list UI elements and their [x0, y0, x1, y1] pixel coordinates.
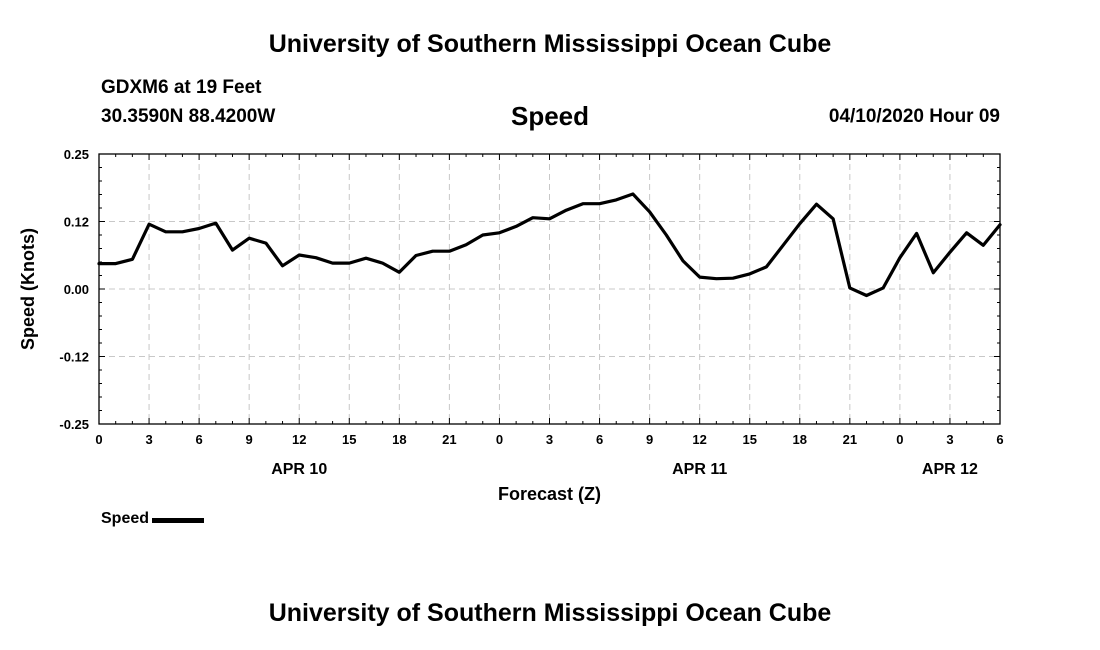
data-point — [865, 294, 868, 297]
data-point — [648, 210, 651, 213]
x-tick-label: 9 — [646, 432, 653, 447]
x-tick-label: 6 — [596, 432, 603, 447]
data-point — [982, 244, 985, 247]
data-point — [882, 287, 885, 289]
data-point — [164, 230, 167, 233]
data-point — [949, 251, 951, 254]
x-tick-label: 15 — [742, 432, 756, 447]
data-point — [715, 277, 718, 280]
data-point — [348, 262, 351, 264]
data-point — [582, 202, 584, 205]
data-point — [682, 260, 684, 262]
data-point — [248, 237, 250, 240]
data-point — [131, 258, 134, 261]
data-point — [798, 222, 801, 225]
chart-title-top: University of Southern Mississippi Ocean… — [268, 30, 832, 58]
x-tick-label: 15 — [342, 432, 356, 447]
data-point — [515, 225, 517, 228]
data-point — [365, 257, 367, 260]
data-point — [498, 232, 501, 234]
station-label: GDXM6 at 19 Feet — [101, 77, 262, 98]
x-tick-label: 18 — [392, 432, 406, 447]
x-tick-label: 3 — [946, 432, 953, 447]
data-point — [281, 264, 284, 267]
y-tick-label: -0.12 — [59, 350, 89, 365]
data-point — [782, 244, 784, 247]
data-point — [465, 243, 467, 246]
data-point — [598, 202, 601, 205]
y-tick-label: 0.12 — [64, 215, 89, 230]
coordinates-label: 30.3590N 88.4200W — [101, 106, 276, 127]
data-point — [148, 223, 150, 225]
data-point — [615, 199, 618, 201]
x-tick-label: 12 — [692, 432, 706, 447]
data-point — [265, 242, 267, 244]
data-point — [965, 232, 968, 234]
data-point — [832, 218, 834, 220]
data-point — [565, 209, 567, 211]
x-tick-label: 3 — [145, 432, 152, 447]
data-point — [748, 273, 751, 275]
data-point — [481, 234, 484, 236]
data-point — [98, 262, 100, 265]
variable-title: Speed — [510, 101, 590, 131]
data-point — [315, 256, 317, 259]
data-point — [632, 193, 634, 195]
data-point — [431, 250, 434, 252]
data-point — [915, 232, 918, 235]
x-tick-label: 0 — [896, 432, 903, 447]
x-tick-label: 21 — [843, 432, 857, 447]
data-point — [665, 234, 668, 236]
x-tick-label: 6 — [996, 432, 1003, 447]
data-point — [298, 254, 301, 256]
data-point — [181, 230, 184, 233]
x-tick-label: 6 — [195, 432, 202, 447]
data-point — [114, 262, 117, 265]
data-point — [815, 203, 818, 206]
data-point — [398, 271, 401, 274]
legend-label: Speed — [101, 510, 150, 527]
forecast-datetime: 04/10/2020 Hour 09 — [828, 106, 1000, 127]
y-tick-label: -0.25 — [59, 417, 89, 432]
data-point — [198, 227, 200, 230]
y-axis-title: Speed (Knots) — [18, 228, 38, 350]
legend: Speed — [101, 510, 205, 528]
chart-title-bottom: University of Southern Mississippi Ocean… — [268, 599, 832, 627]
x-tick-label: 18 — [793, 432, 807, 447]
data-point — [532, 216, 534, 219]
data-point — [214, 222, 217, 224]
data-point — [932, 272, 935, 274]
data-point — [415, 254, 417, 257]
x-tick-label: 0 — [496, 432, 503, 447]
data-point — [698, 276, 701, 278]
x-tick-label: 9 — [246, 432, 253, 447]
date-label: APR 10 — [271, 461, 327, 478]
data-point — [548, 218, 551, 220]
y-tick-label: 0.00 — [64, 282, 89, 297]
x-tick-label: 0 — [95, 432, 102, 447]
data-point — [765, 266, 768, 268]
data-point — [999, 223, 1001, 226]
y-tick-label: 0.25 — [64, 147, 89, 162]
data-point — [231, 249, 234, 251]
x-tick-label: 3 — [546, 432, 553, 447]
date-label: APR 11 — [672, 461, 727, 478]
x-tick-label: 12 — [292, 432, 306, 447]
x-tick-label: 21 — [442, 432, 456, 447]
legend-swatch — [152, 517, 205, 523]
date-label: APR 12 — [922, 461, 978, 478]
data-point — [849, 287, 851, 289]
data-point — [381, 262, 384, 264]
data-point — [448, 250, 451, 252]
x-axis-title: Forecast (Z) — [498, 484, 601, 504]
data-point — [331, 262, 334, 264]
data-point — [899, 256, 901, 259]
data-point — [732, 277, 734, 280]
